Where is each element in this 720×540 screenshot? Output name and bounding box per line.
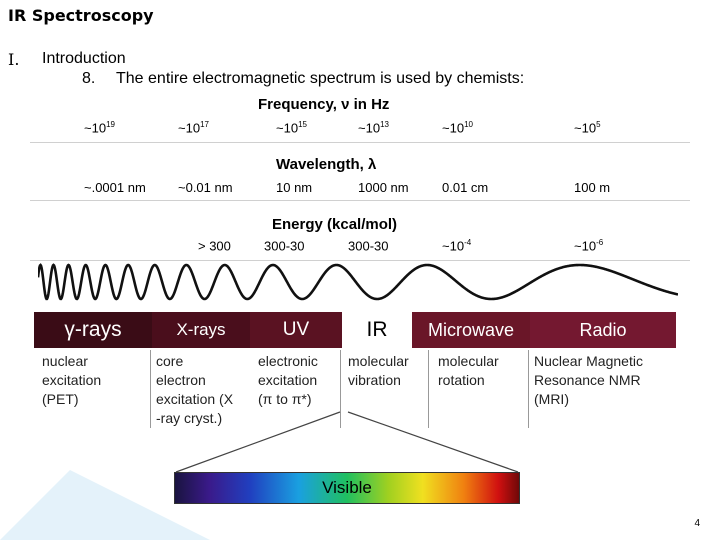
item-text: The entire electromagnetic spectrum is u… <box>116 70 525 87</box>
wavelength-heading: Wavelength, λ <box>276 156 377 173</box>
band-radio-label: Radio <box>579 319 627 340</box>
band-ir-label: IR <box>366 318 388 341</box>
wavelength-value-4: 1000 nm <box>358 180 409 195</box>
section-number: I. <box>8 50 20 69</box>
frequency-value-2: ~1017 <box>178 120 209 136</box>
frequency-value-6: ~105 <box>574 120 601 136</box>
band-microwave: Microwave <box>412 312 530 348</box>
column-divider <box>340 350 341 428</box>
energy-value-1: > 300 <box>198 238 231 254</box>
energy-value-4: ~10-4 <box>442 238 472 254</box>
description-xray: core electron excitation (X -ray cryst.) <box>156 353 234 426</box>
energy-heading: Energy (kcal/mol) <box>272 216 398 233</box>
band-ir: IR <box>342 312 412 348</box>
visible-spectrum-bar <box>174 472 520 504</box>
band-gamma-rays: γ-rays <box>34 312 152 348</box>
page-number: 4 <box>694 518 700 529</box>
description-uv: electronic excitation (π to π*) <box>258 353 318 407</box>
band-uv: UV <box>250 312 342 348</box>
wavelength-value-5: 0.01 cm <box>442 180 489 195</box>
column-divider <box>150 350 151 428</box>
band-radio: Radio <box>530 312 676 348</box>
zoom-line-left <box>175 411 341 473</box>
description-radio: Nuclear Magnetic Resonance NMR (MRI) <box>534 353 643 407</box>
frequency-value-5: ~1010 <box>442 120 473 136</box>
column-divider <box>428 350 429 428</box>
column-divider <box>528 350 529 428</box>
wave-line <box>38 263 678 301</box>
energy-value-2: 300-30 <box>264 238 305 254</box>
section-name: Introduction <box>42 50 126 67</box>
decorative-corner <box>0 470 210 540</box>
band-x-rays: X-rays <box>152 312 250 348</box>
frequency-divider <box>30 142 690 143</box>
slide-title: IR Spectroscopy <box>8 6 154 25</box>
band-x-rays-label: X-rays <box>176 320 226 339</box>
band-microwave-label: Microwave <box>427 319 515 340</box>
energy-value-3: 300-30 <box>348 238 389 254</box>
energy-value-5: ~10-6 <box>574 238 604 254</box>
wavelength-value-2: ~0.01 nm <box>178 180 233 195</box>
frequency-heading: Frequency, ν in Hz <box>258 96 390 113</box>
wavelength-value-1: ~.0001 nm <box>84 180 146 195</box>
description-gamma: nuclear excitation (PET) <box>42 353 102 407</box>
wavelength-value-3: 10 nm <box>276 180 313 195</box>
frequency-value-1: ~1019 <box>84 120 115 136</box>
wavelength-divider <box>30 200 690 201</box>
wave-illustration <box>38 263 678 301</box>
frequency-value-4: ~1013 <box>358 120 389 136</box>
item-number: 8. <box>82 70 96 87</box>
visible-label: Visible <box>322 478 372 497</box>
band-gamma-rays-label: γ-rays <box>64 318 122 341</box>
wavelength-value-6: 100 m <box>574 180 611 195</box>
band-uv-label: UV <box>282 319 310 340</box>
zoom-line-right <box>347 411 519 473</box>
description-ir: molecular vibration <box>348 353 409 388</box>
frequency-value-3: ~1015 <box>276 120 307 136</box>
energy-divider <box>30 260 690 261</box>
description-microwave: molecular rotation <box>438 353 499 388</box>
